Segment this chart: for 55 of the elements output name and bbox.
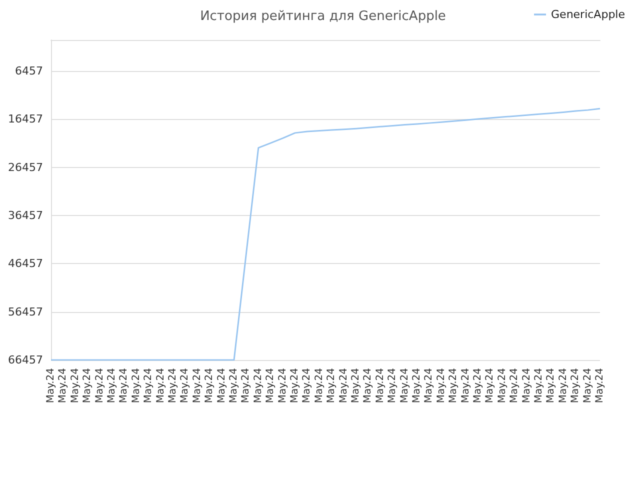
x-tick-label: May.24	[118, 368, 130, 404]
x-tick-label: May.24	[143, 368, 154, 404]
x-tick-label: May.24	[521, 368, 532, 404]
x-tick-label: May.24	[594, 368, 606, 404]
x-tick-label: May.24	[290, 368, 300, 404]
x-tick-label: May.24	[582, 368, 594, 404]
x-tick-label: May.24	[314, 368, 325, 404]
legend-label: GenericApple	[551, 8, 626, 21]
x-tick-label: May.24	[399, 368, 410, 404]
x-tick-label: May.24	[240, 368, 252, 404]
y-tick-label: 56457	[8, 305, 43, 318]
x-tick-label: May.24	[94, 368, 106, 404]
x-tick-label: May.24	[155, 368, 166, 404]
y-tick-label: 66457	[8, 354, 43, 366]
x-tick-label: May.24	[216, 368, 228, 404]
x-tick-label: May.24	[46, 368, 56, 404]
x-tick-label: May.24	[204, 368, 216, 404]
x-tick-label: May.24	[130, 368, 142, 404]
x-tick-label: May.24	[534, 368, 544, 404]
x-tick-label: May.24	[448, 368, 460, 404]
x-tick-label: May.24	[496, 368, 508, 404]
x-tick-label: May.24	[302, 368, 313, 404]
y-tick-label: 16457	[8, 112, 43, 126]
x-tick-label: May.24	[228, 368, 240, 404]
x-tick-label: May.24	[180, 368, 191, 404]
x-tick-label: May.24	[546, 368, 557, 404]
x-tick-label: May.24	[509, 368, 520, 404]
x-tick-label: May.24	[460, 368, 472, 404]
y-tick-label: 46457	[8, 257, 43, 270]
x-tick-label: May.24	[472, 368, 484, 404]
chart-title: История рейтинга для GenericApple	[200, 9, 446, 24]
x-tick-label: May.24	[82, 368, 94, 404]
x-tick-label: May.24	[192, 368, 203, 404]
x-tick-label: May.24	[570, 368, 582, 404]
y-tick-label: 6457	[15, 64, 43, 78]
x-tick-label: May.24	[168, 368, 178, 404]
x-tick-label: May.24	[387, 368, 398, 404]
x-tick-label: May.24	[277, 368, 288, 404]
x-tick-label: May.24	[424, 368, 435, 404]
x-tick-label: May.24	[338, 368, 350, 404]
x-tick-label: May.24	[374, 368, 386, 404]
x-tick-label: May.24	[58, 368, 69, 404]
x-tick-label: May.24	[362, 368, 374, 404]
x-tick-label: May.24	[252, 368, 264, 404]
x-tick-label: May.24	[326, 368, 338, 404]
x-tick-label: May.24	[106, 368, 118, 404]
x-tick-label: May.24	[70, 368, 81, 404]
y-tick-label: 36457	[8, 209, 43, 222]
x-tick-label: May.24	[484, 368, 496, 404]
x-tick-label: May.24	[412, 368, 422, 404]
y-tick-label: 26457	[8, 160, 43, 174]
x-tick-label: May.24	[350, 368, 362, 404]
x-tick-label: May.24	[265, 368, 276, 404]
x-tick-label: May.24	[436, 368, 447, 404]
x-tick-label: May.24	[558, 368, 569, 404]
